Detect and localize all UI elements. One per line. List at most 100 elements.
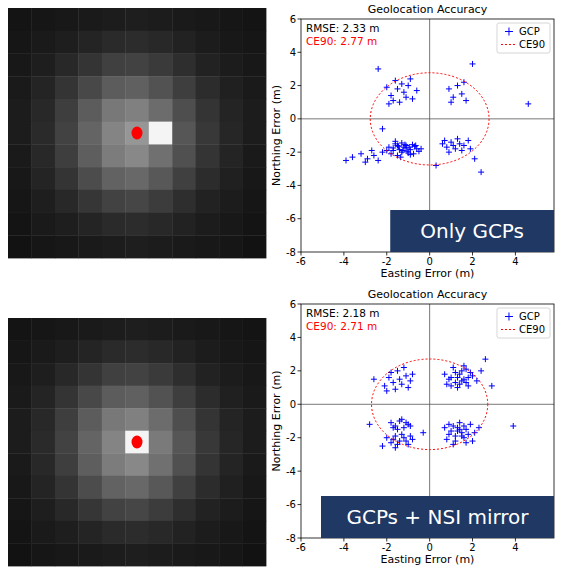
pixel: [102, 363, 126, 386]
gcp-point: [369, 147, 375, 153]
pixel: [196, 8, 220, 31]
gcp-point: [375, 66, 381, 72]
pixel: [55, 235, 79, 258]
pixel: [8, 99, 32, 122]
zero-lines: [301, 19, 554, 252]
gcp-point: [489, 383, 495, 389]
pixel: [31, 31, 55, 54]
y-tick-label: 0: [290, 399, 296, 410]
gcp-point: [510, 423, 516, 429]
pixel: [243, 543, 267, 566]
pixel: [78, 31, 102, 54]
gcp-point: [404, 148, 410, 154]
caption-box: [390, 210, 554, 252]
pixel: [149, 76, 173, 99]
pixel: [8, 76, 32, 99]
pixel: [149, 521, 173, 544]
gcp-point: [448, 99, 454, 105]
pixel: [219, 318, 243, 341]
gcp-point: [407, 378, 413, 384]
x-tick-label: -6: [296, 542, 306, 553]
pixel: [8, 144, 32, 167]
pixel: [31, 363, 55, 386]
pixel: [8, 498, 32, 521]
pixel: [149, 476, 173, 499]
pixel: [219, 31, 243, 54]
gcp-point: [459, 378, 465, 384]
y-tick: [298, 152, 302, 153]
x-tick-label: 2: [469, 542, 475, 553]
pixel: [55, 521, 79, 544]
pixel: [172, 341, 196, 364]
pixel: [102, 476, 126, 499]
pixel: [196, 521, 220, 544]
x-tick: [343, 252, 344, 256]
gcp-point: [390, 98, 396, 104]
pixel: [31, 213, 55, 236]
pixel: [149, 235, 173, 258]
legend-box: [497, 308, 550, 338]
pixel: [102, 167, 126, 190]
pixel: [149, 53, 173, 76]
pixel: [125, 408, 149, 431]
pixel: [243, 31, 267, 54]
pixel: [172, 99, 196, 122]
pixel: [125, 213, 149, 236]
x-tick: [386, 252, 387, 256]
gcp-point: [392, 138, 398, 144]
pixel: [55, 190, 79, 213]
gcp-point: [392, 78, 398, 84]
pixel: [55, 31, 79, 54]
pixel: [243, 408, 267, 431]
x-axis-title: Easting Error (m): [381, 553, 475, 566]
pixel: [219, 235, 243, 258]
x-tick-label: -2: [382, 542, 392, 553]
gcp-point: [411, 151, 417, 157]
legend-box: [497, 23, 550, 53]
pixel: [31, 431, 55, 454]
ce90-circle: [370, 73, 489, 165]
y-tick: [298, 52, 302, 53]
pixel: [172, 521, 196, 544]
legend-label: CE90: [519, 39, 545, 50]
pixel: [78, 167, 102, 190]
pixel: [55, 363, 79, 386]
pixel: [243, 53, 267, 76]
x-tick-label: 0: [426, 256, 432, 267]
pixel: [172, 167, 196, 190]
pixel: [125, 167, 149, 190]
pixel: [78, 521, 102, 544]
legend-label: CE90: [519, 324, 545, 335]
pixel: [196, 99, 220, 122]
pixel: [102, 190, 126, 213]
pixel: [196, 167, 220, 190]
gcp-point: [459, 147, 465, 153]
pixel: [102, 122, 126, 145]
ce90-annotation: CE90: 2.77 m: [306, 35, 377, 47]
pixel: [31, 408, 55, 431]
gcp-point: [478, 169, 484, 175]
pixel: [125, 521, 149, 544]
highlight-pixel: [125, 431, 148, 454]
pixel: [149, 363, 173, 386]
gcp-point: [461, 423, 467, 429]
pixel: [102, 408, 126, 431]
pixel: [102, 318, 126, 341]
pixel: [219, 408, 243, 431]
y-tick: [298, 85, 302, 86]
pixel: [149, 213, 173, 236]
gcp-point: [455, 425, 461, 431]
pixel: [196, 363, 220, 386]
pixel: [149, 408, 173, 431]
pixel: [8, 341, 32, 364]
gcp-point: [392, 445, 398, 451]
gcp-point: [433, 162, 439, 168]
pixel: [125, 318, 149, 341]
pixel: [219, 167, 243, 190]
pixel: [196, 386, 220, 409]
pixel: [125, 122, 149, 145]
pixel: [125, 76, 149, 99]
gcp-point: [388, 151, 394, 157]
pixel: [196, 476, 220, 499]
gcp-point: [394, 368, 400, 374]
